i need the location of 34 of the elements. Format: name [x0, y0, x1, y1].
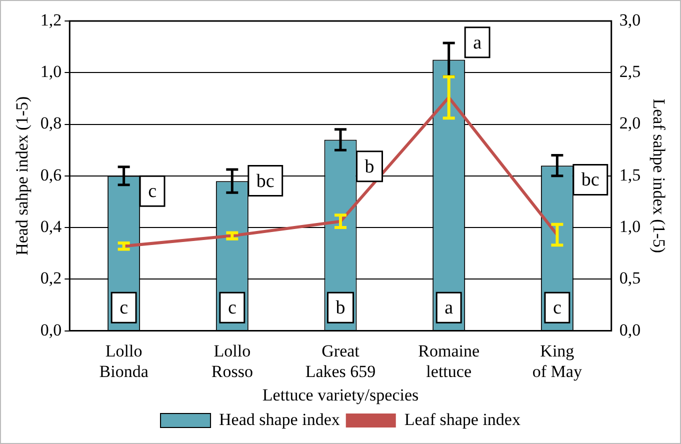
y2-tick-label: 2,0: [619, 114, 641, 133]
y-tick-label: 0,0: [40, 320, 62, 340]
legend-label: Head shape index: [219, 410, 340, 429]
x-tick-label: Great Lakes 659: [305, 341, 376, 381]
annotation: a: [444, 298, 454, 319]
annotation: c: [148, 181, 157, 202]
annotation: b: [336, 298, 346, 319]
annotation: b: [364, 156, 374, 178]
annotation: bc: [256, 170, 274, 192]
y2-tick-label: 3,0: [619, 10, 641, 30]
y2-tick-label: 0,5: [619, 268, 641, 288]
y-tick-label: 1,0: [40, 62, 62, 82]
annotation: a: [473, 32, 482, 54]
y-tick-label: 0,4: [40, 217, 62, 236]
annotation: c: [120, 298, 128, 319]
y2-tick-label: 1,5: [619, 165, 641, 184]
annotation: c: [228, 298, 236, 319]
y2-tick-label: 0,0: [619, 320, 641, 340]
x-tick-label: King of May: [532, 341, 582, 381]
annotation: c: [552, 298, 562, 319]
y-tick-label: 0,8: [40, 114, 62, 133]
legend-label: Leaf shape index: [404, 410, 521, 429]
y-tick-label: 0,2: [40, 268, 62, 288]
y2-tick-label: 1,0: [619, 217, 641, 236]
y-axis-title: Head sahpe index (1-5): [12, 96, 32, 256]
x-tick-label: Lollo Rosso: [211, 341, 253, 381]
x-tick-label: Lollo Bionda: [99, 341, 149, 381]
y-tick-label: 1,2: [40, 10, 62, 30]
annotation: bc: [581, 170, 600, 191]
y2-axis-title: Leaf sahpe index (1-5): [649, 98, 668, 254]
x-tick-label: Romaine lettuce: [418, 341, 480, 381]
y-tick-label: 0,6: [40, 165, 62, 184]
x-axis-title: Lettuce variety/species: [262, 385, 419, 404]
y2-tick-label: 2,5: [619, 62, 641, 82]
